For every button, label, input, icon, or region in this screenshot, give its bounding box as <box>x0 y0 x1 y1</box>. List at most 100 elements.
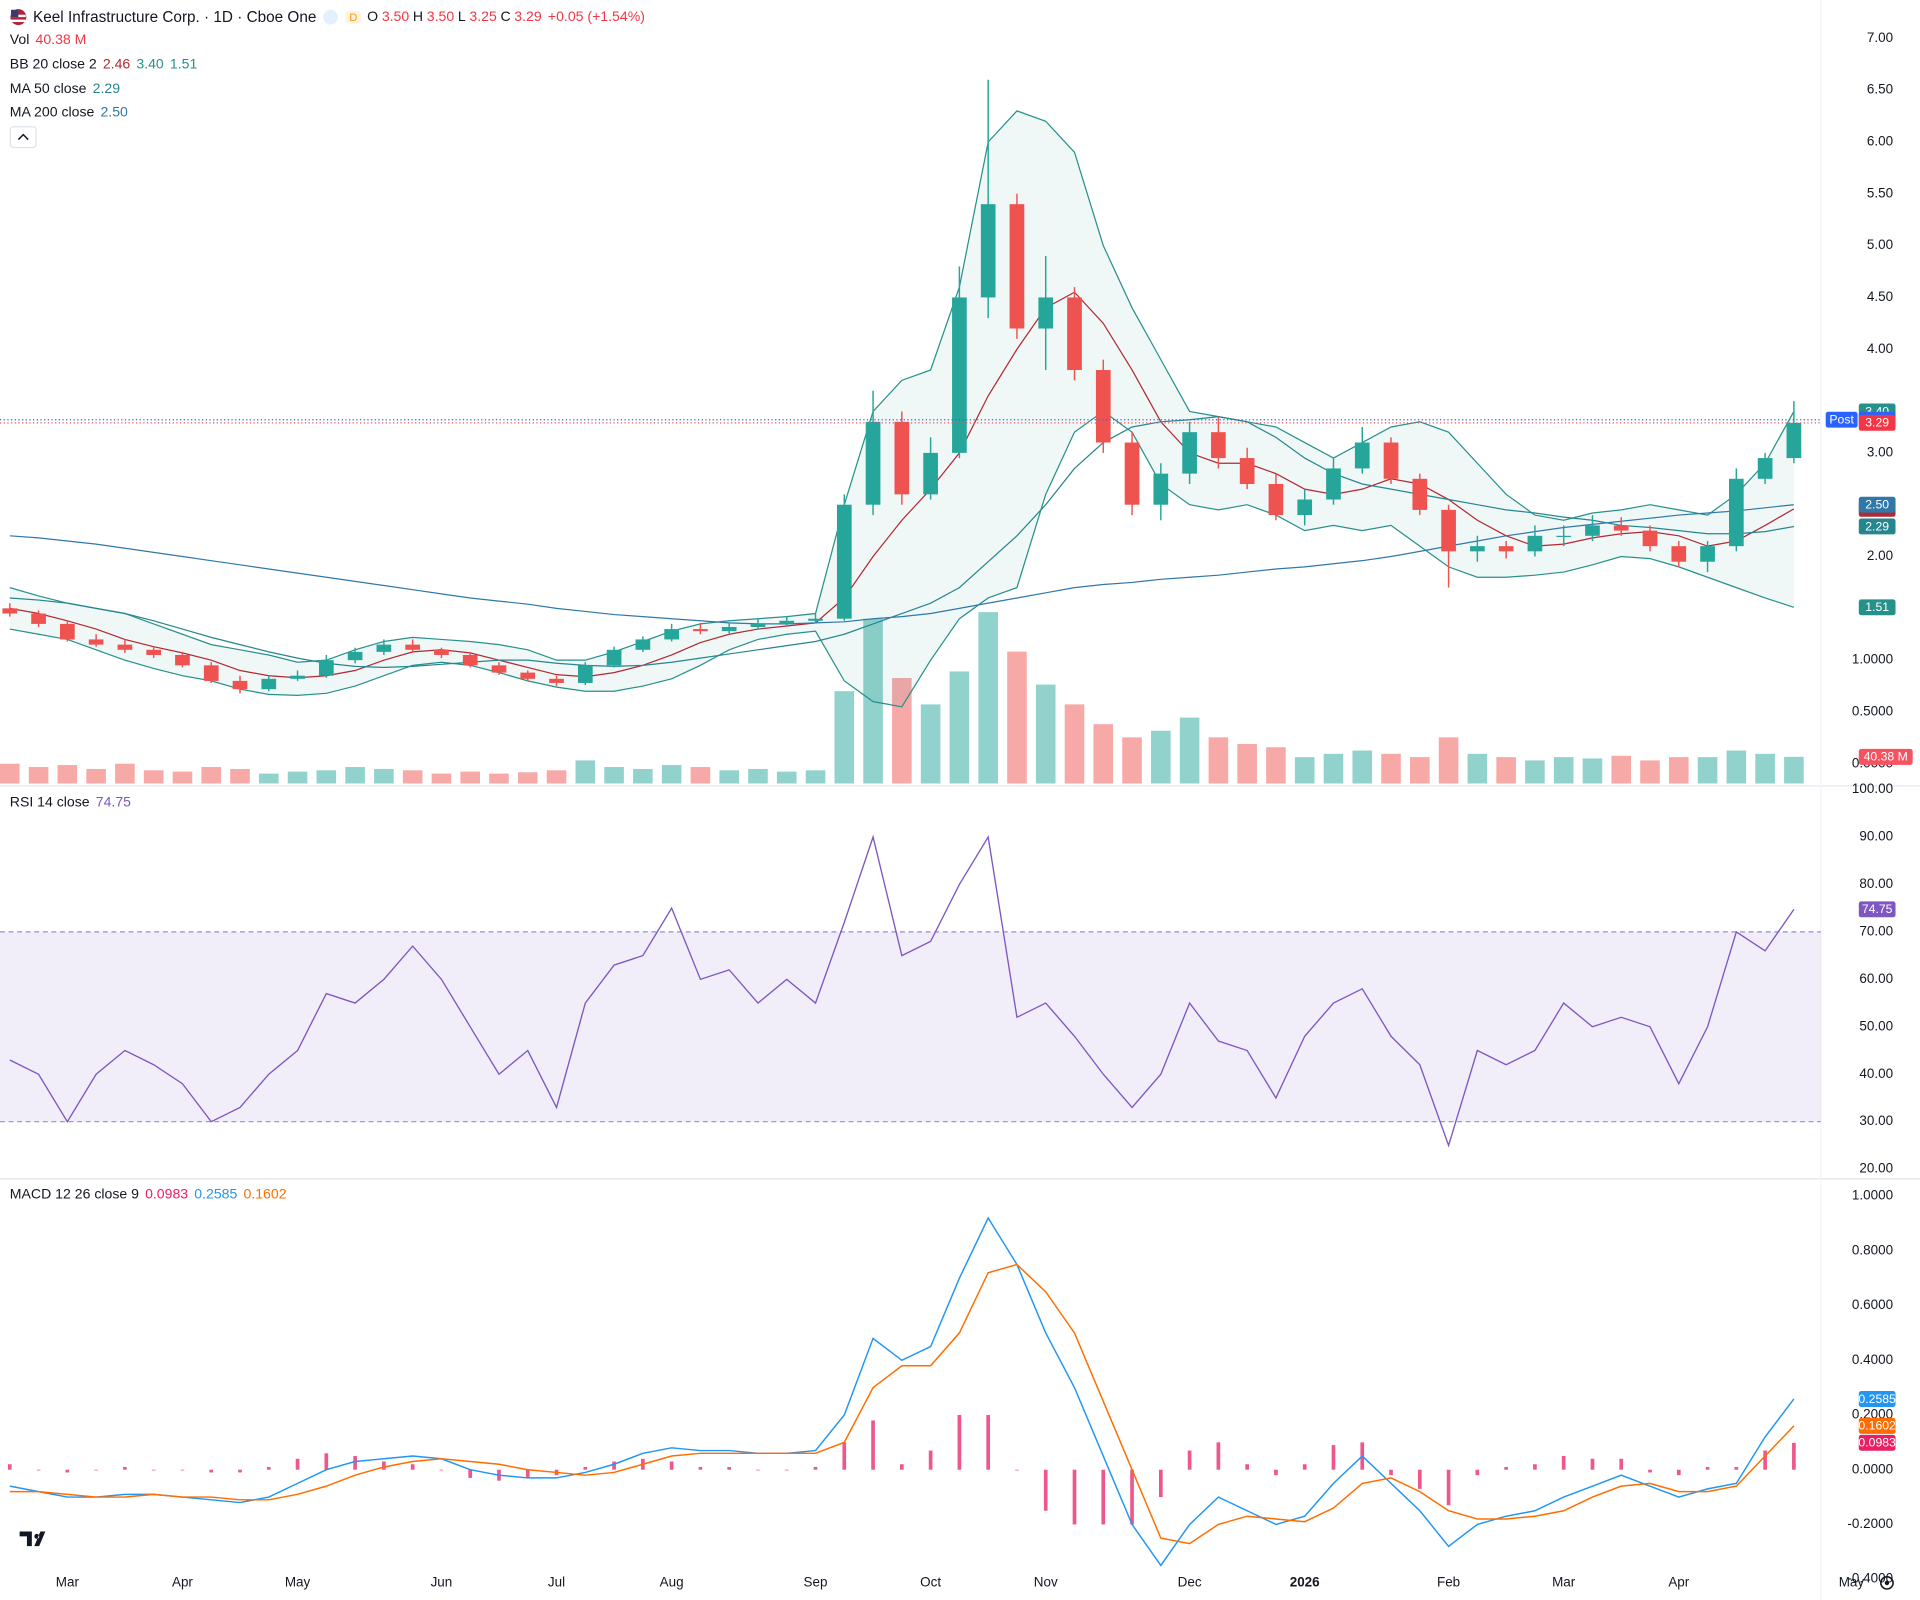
volume-bar <box>172 771 193 784</box>
histogram-bar <box>410 1464 415 1470</box>
histogram-bar <box>1763 1450 1767 1470</box>
y-tick-label: 4.50 <box>1867 289 1893 304</box>
ohlc-value: 3.50 <box>381 9 410 25</box>
symbol-row: Keel Infrastructure Corp. · 1D · Cboe On… <box>10 5 645 29</box>
price-badge <box>1858 1417 1896 1434</box>
y-tick-label: 0.6000 <box>1852 1297 1893 1312</box>
candle-body <box>1095 369 1111 443</box>
histogram-bar <box>1446 1469 1451 1506</box>
y-tick-label: 80.00 <box>1859 876 1893 891</box>
candle-body <box>1268 483 1284 516</box>
ohlc-key: C <box>500 9 511 25</box>
y-tick-label: 6.50 <box>1867 82 1893 97</box>
x-tick-label: Dec <box>1178 1574 1202 1589</box>
indicator-value: 3.40 <box>136 57 164 73</box>
volume-bar <box>1237 743 1257 784</box>
volume-bar <box>546 770 567 784</box>
legend-value: 0.1602 <box>243 1187 287 1202</box>
histogram-bar <box>612 1461 616 1470</box>
indicator-legend: MA 50 close 2.29 <box>10 77 645 101</box>
candle-body <box>577 665 593 683</box>
settings-button[interactable] <box>1880 1575 1894 1590</box>
candle-body <box>980 204 996 298</box>
volume-bar <box>0 763 20 784</box>
price-badge-label: 0.0983 <box>1858 1436 1896 1450</box>
price-badge-label: 2.50 <box>1865 498 1889 512</box>
volume-bar <box>1064 704 1085 784</box>
indicator-value: 2.50 <box>100 105 128 121</box>
symbol-title[interactable]: Keel Infrastructure Corp. · 1D · Cboe On… <box>33 8 317 26</box>
band-fill <box>9 110 1794 707</box>
volume-bar <box>1093 724 1114 784</box>
histogram-bar <box>439 1469 444 1471</box>
candle-body <box>1412 478 1428 510</box>
volume-badge-label: 40.38 M <box>1864 750 1908 764</box>
candle-body <box>175 654 190 666</box>
candle-body <box>1211 432 1226 459</box>
histogram-bar <box>1648 1469 1652 1473</box>
candle-body <box>1009 204 1025 329</box>
candle-body <box>1728 478 1744 547</box>
price-badge-label: 0.2585 <box>1858 1392 1896 1406</box>
y-tick-label: 5.50 <box>1867 185 1893 200</box>
volume-bar <box>834 691 855 784</box>
candle-body <box>232 680 248 690</box>
x-tick-label: Jun <box>431 1574 453 1589</box>
volume-badge <box>1858 748 1913 765</box>
candle-body <box>88 639 104 645</box>
x-tick-label: Apr <box>1668 1574 1689 1589</box>
y-tick-label: -0.2000 <box>1847 1516 1893 1531</box>
tv-logo <box>19 1531 46 1547</box>
volume-bar <box>1352 750 1373 784</box>
histogram-bar <box>1072 1469 1077 1525</box>
histogram-bar <box>468 1469 473 1478</box>
volume-bar <box>1323 753 1344 784</box>
volume-bar <box>1611 755 1632 784</box>
line <box>9 415 1795 669</box>
candle-body <box>865 421 881 505</box>
volume-bar <box>1007 651 1027 784</box>
chevron <box>17 133 29 140</box>
volume-bar <box>1784 756 1804 784</box>
x-tick-label: Mar <box>1552 1574 1576 1589</box>
histogram-bar <box>1302 1464 1307 1470</box>
x-tick-label: Sep <box>804 1574 828 1589</box>
candle-body <box>2 608 18 614</box>
y-tick-label: 1.0000 <box>1852 1188 1893 1203</box>
price-badge <box>1858 414 1896 431</box>
volume-bar <box>1381 753 1401 784</box>
histogram-bar <box>123 1466 127 1470</box>
candle-body <box>520 672 536 679</box>
volume-bar <box>1582 758 1603 784</box>
y-tick-label: 100.00 <box>1852 781 1893 796</box>
collapse-button[interactable] <box>9 125 37 148</box>
ohlc-key: O <box>367 9 379 25</box>
volume-bar <box>748 768 768 784</box>
price-legend: Keel Infrastructure Corp. · 1D · Cboe On… <box>9 5 645 149</box>
volume-bar <box>316 770 337 784</box>
candle-body <box>1297 499 1313 516</box>
candle-body <box>635 639 651 650</box>
change: +0.05 (+1.54%) <box>547 9 645 25</box>
x-tick-label: Oct <box>920 1574 941 1589</box>
histogram-bar <box>871 1420 875 1470</box>
x-tick-label: Mar <box>56 1574 80 1589</box>
candle-body <box>1239 458 1255 484</box>
candle-body <box>1671 546 1687 562</box>
y-tick-label: 0.4000 <box>1852 1352 1893 1367</box>
histogram-bar <box>583 1466 588 1470</box>
price-badge-label: 1.51 <box>1865 600 1889 614</box>
candle-body <box>1326 468 1341 500</box>
ohlc-value: 3.50 <box>426 9 455 25</box>
line <box>9 410 1795 708</box>
histogram-bar <box>36 1469 41 1471</box>
histogram-bar <box>1504 1466 1508 1470</box>
legend-row: MACD 12 26 close 9 0.0983 0.2585 0.1602 <box>10 1183 287 1207</box>
line <box>9 291 1795 679</box>
flag-icon <box>10 8 27 25</box>
y-tick-label: 0.5000 <box>1852 704 1893 719</box>
histogram-bar <box>295 1458 300 1470</box>
line <box>9 504 1794 625</box>
volume-bar <box>374 768 394 784</box>
